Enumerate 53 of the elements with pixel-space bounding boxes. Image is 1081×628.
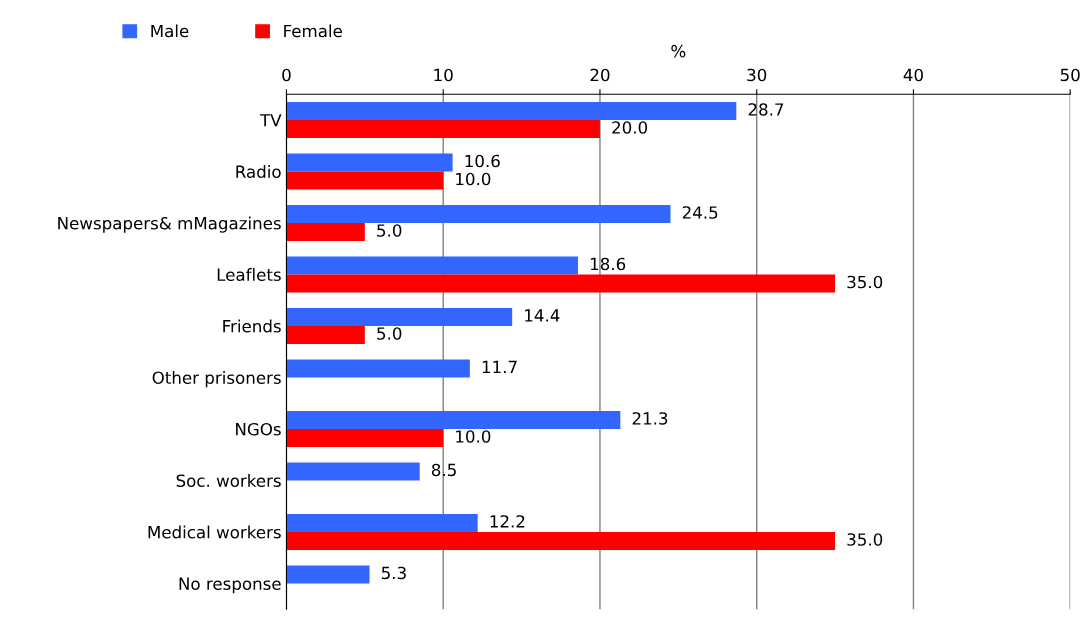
data-label: 35.0: [847, 533, 883, 546]
bar: [286, 171, 444, 190]
y-tick-label: No response: [179, 577, 281, 594]
y-tick-label: Newspapers& mMagazines: [58, 216, 281, 233]
data-label: 21.3: [632, 412, 668, 425]
bar: [286, 307, 513, 326]
x-tick-label: 20: [590, 68, 610, 82]
y-tick-label: Friends: [223, 319, 281, 333]
data-label: 12.2: [490, 515, 525, 528]
data-label: 5.3: [381, 566, 406, 580]
bar: [286, 119, 600, 138]
y-tick-label: NGOs: [236, 422, 281, 436]
bar: [286, 256, 579, 275]
bar: [286, 325, 365, 344]
bar: [286, 153, 453, 172]
bar: [286, 222, 365, 241]
bar: [286, 359, 470, 378]
bar: [286, 565, 370, 584]
bar: [286, 101, 737, 120]
y-tick-label: Medical workers: [148, 525, 281, 539]
bar: [286, 410, 621, 429]
bar: [286, 462, 420, 481]
data-label: 5.0: [377, 327, 402, 340]
data-label: 28.7: [748, 103, 784, 116]
y-tick-label: TV: [259, 114, 282, 127]
x-tick-label: 40: [903, 68, 923, 82]
data-label: 20.0: [612, 121, 648, 134]
x-axis-title: %: [671, 44, 686, 58]
y-tick-label: Leaflets: [217, 268, 281, 282]
data-label: 8.5: [431, 463, 456, 477]
bar: [286, 204, 671, 223]
data-label: 10.0: [456, 430, 491, 443]
data-label: 24.5: [682, 206, 718, 219]
legend-label: Female: [284, 24, 342, 38]
data-label: 10.0: [456, 172, 491, 186]
data-label: 35.0: [847, 275, 883, 289]
x-tick-label: 0: [282, 68, 291, 82]
bar: [286, 531, 836, 550]
data-label: 11.7: [482, 360, 517, 374]
x-tick-label: 50: [1060, 68, 1080, 82]
y-tick-label: Radio: [236, 165, 281, 179]
data-label: 5.0: [377, 224, 402, 237]
bar: [286, 513, 478, 532]
x-tick-label: 30: [747, 68, 767, 82]
legend-label: Male: [151, 24, 189, 38]
data-label: 14.4: [525, 309, 560, 322]
y-tick-label: Soc. workers: [176, 474, 281, 487]
x-tick-label: 10: [434, 68, 453, 82]
data-label: 10.6: [465, 154, 500, 168]
data-label: 18.6: [590, 257, 626, 271]
bar: [286, 428, 444, 447]
y-tick-label: Other prisoners: [152, 371, 281, 388]
bar: [286, 274, 836, 293]
